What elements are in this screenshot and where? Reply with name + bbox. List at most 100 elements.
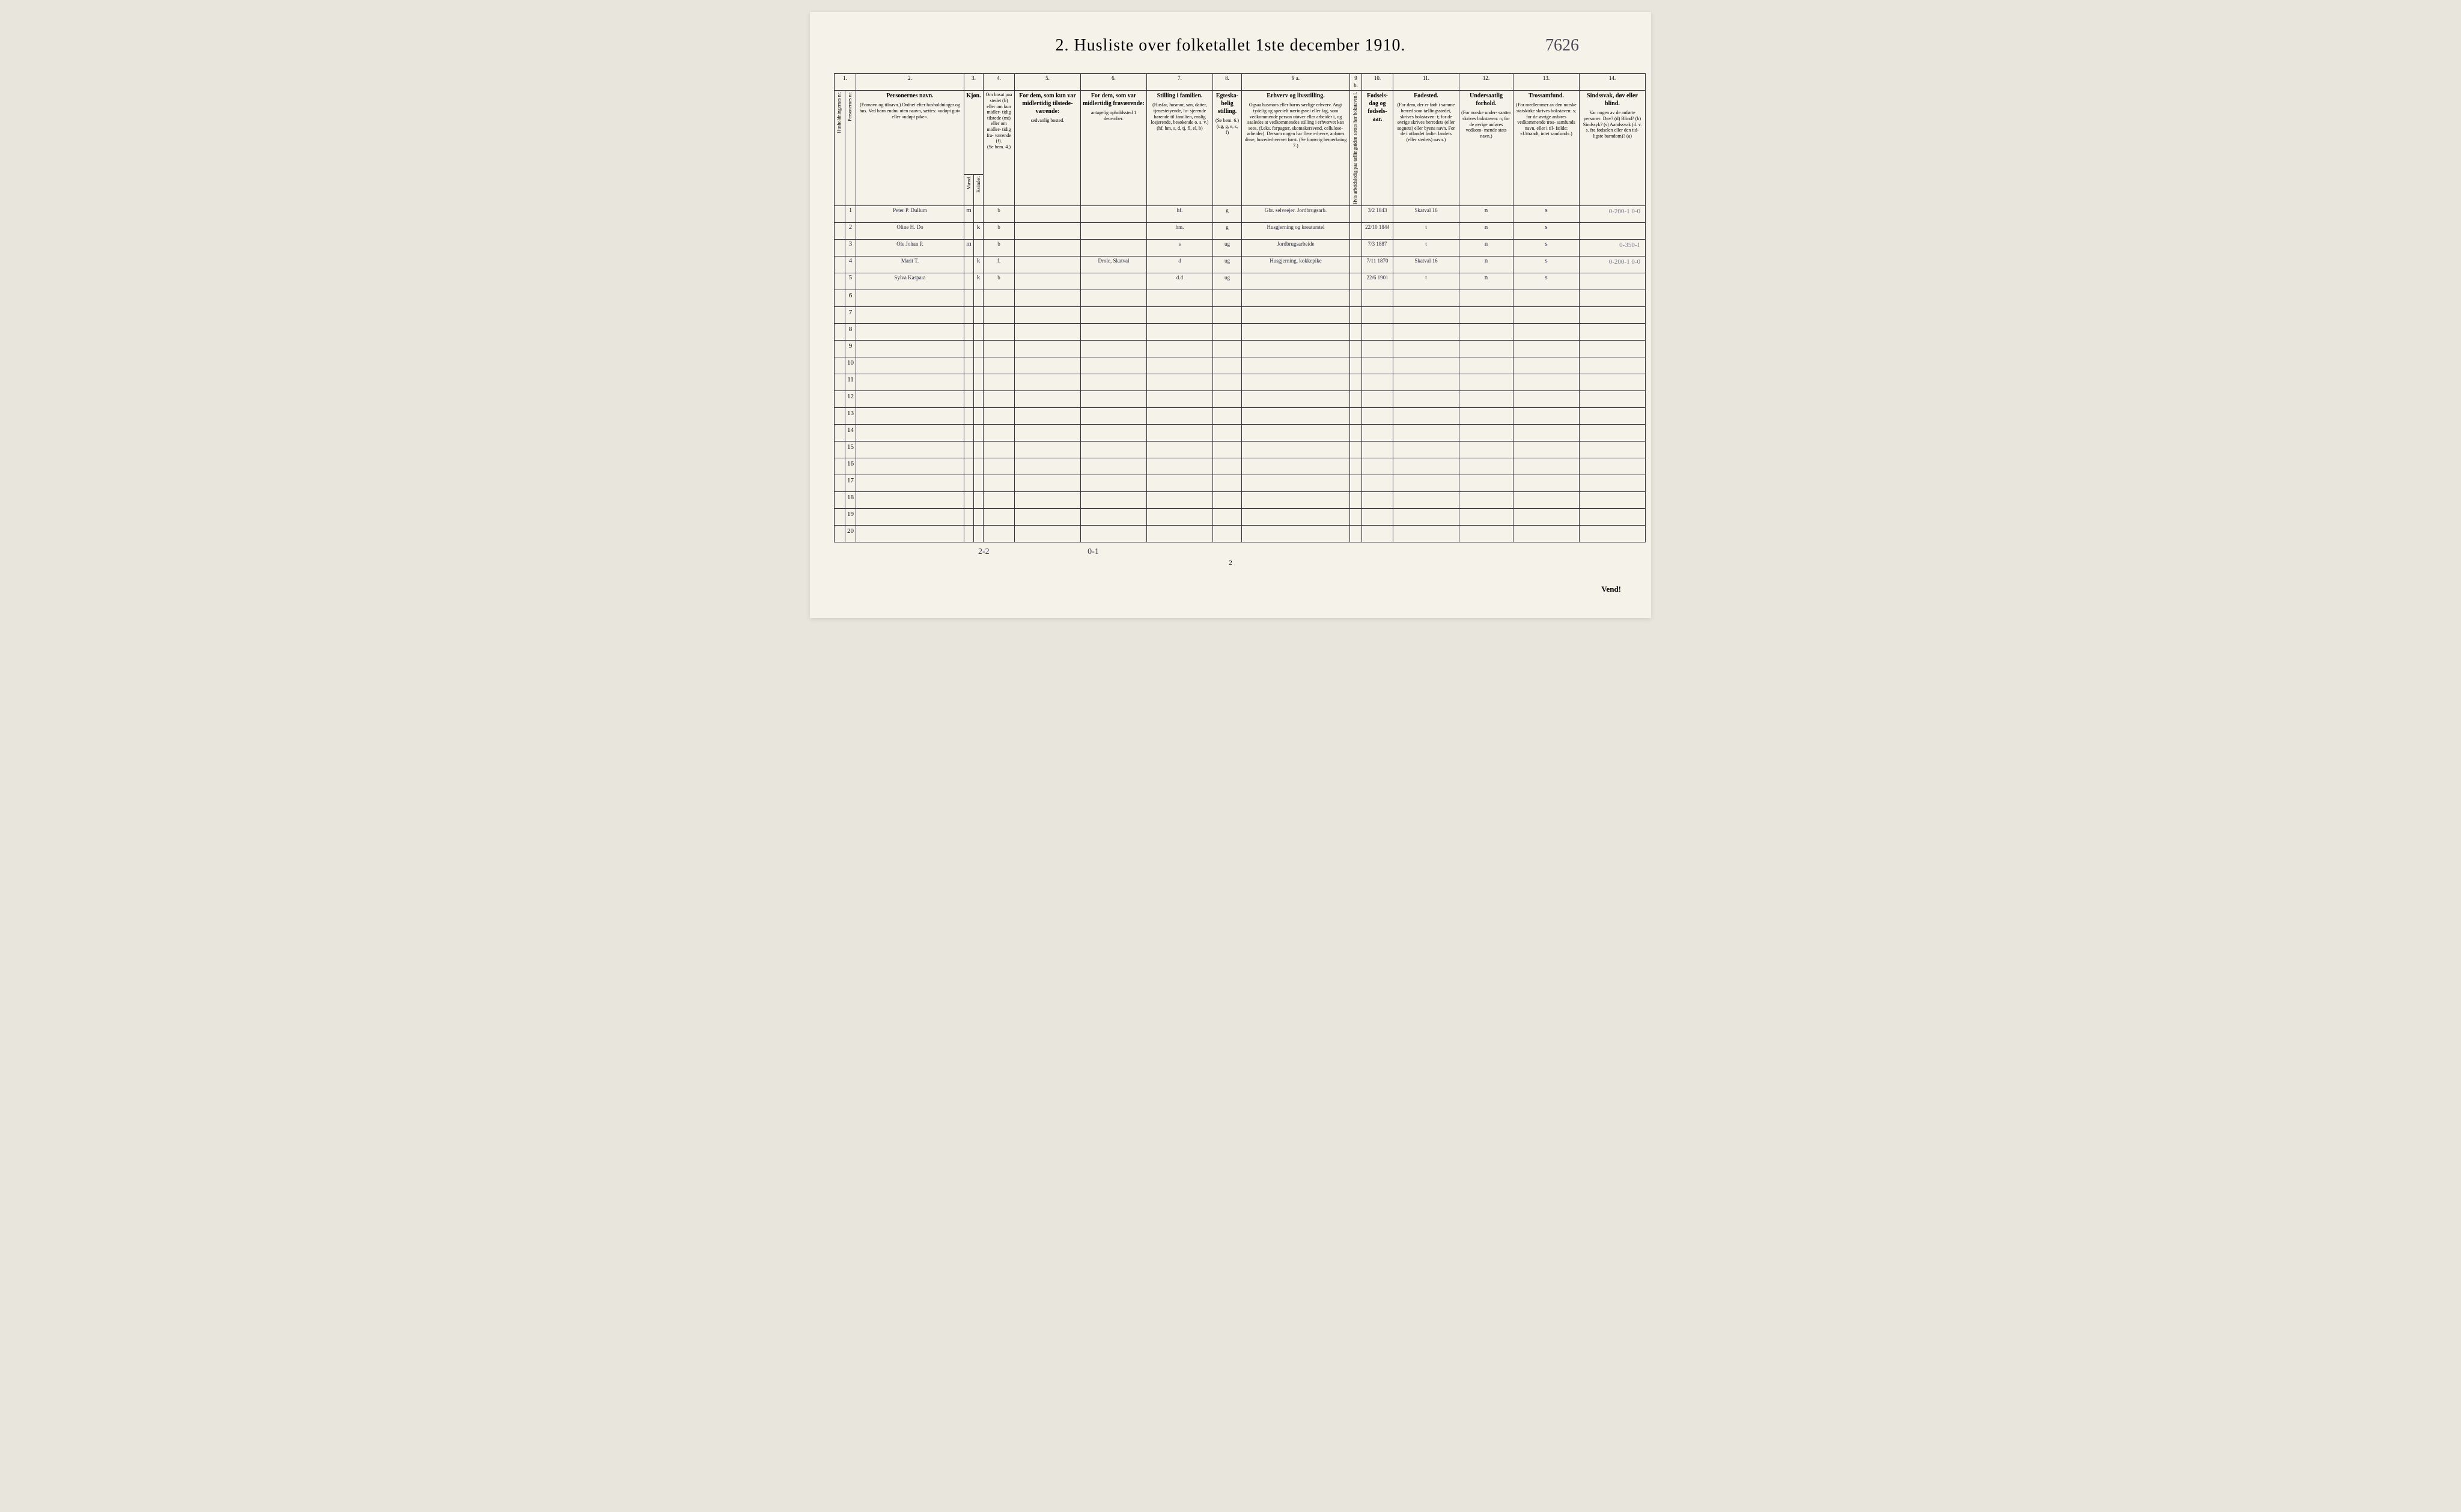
cell: [974, 206, 984, 223]
title-row: 2. Husliste over folketallet 1ste decemb…: [834, 36, 1627, 55]
cell: b: [984, 240, 1015, 257]
cell: [1580, 341, 1646, 357]
cell: [1081, 240, 1147, 257]
cell: k: [974, 223, 984, 240]
table-row: 12: [835, 391, 1646, 408]
cell: 7/3 1887: [1362, 240, 1393, 257]
cell: [856, 526, 964, 542]
cell: 16: [845, 458, 856, 475]
hdr-trossamfund: Trossamfund. (For medlemmer av den norsk…: [1513, 91, 1580, 206]
cell: [835, 425, 845, 442]
table-row: 17: [835, 475, 1646, 492]
cell: n: [1459, 240, 1513, 257]
cell: [974, 290, 984, 307]
cell: [1081, 391, 1147, 408]
cell: [1513, 475, 1580, 492]
cell: [1393, 509, 1459, 526]
cell: [1213, 374, 1242, 391]
cell: [856, 425, 964, 442]
cell: [1015, 509, 1081, 526]
cell: [1513, 374, 1580, 391]
col-num-14: 14.: [1580, 74, 1646, 91]
cell: [974, 240, 984, 257]
table-row: 5Sylva Kasparakbd.dug22/6 1901tns: [835, 273, 1646, 290]
cell: [1081, 442, 1147, 458]
cell: [974, 408, 984, 425]
cell: [835, 257, 845, 273]
cell: [984, 425, 1015, 442]
cell: [835, 240, 845, 257]
cell: [1513, 509, 1580, 526]
cell: [1081, 223, 1147, 240]
cell: m: [964, 240, 974, 257]
cell: [1350, 223, 1362, 240]
cell: [1393, 307, 1459, 324]
cell: g: [1213, 223, 1242, 240]
cell: [1147, 391, 1213, 408]
cell: [1081, 526, 1147, 542]
cell: 7/11 1870: [1362, 257, 1393, 273]
cell: [1513, 408, 1580, 425]
cell: [974, 374, 984, 391]
cell: [984, 307, 1015, 324]
cell: 0-350-1: [1580, 240, 1646, 257]
cell: t: [1393, 223, 1459, 240]
cell: Oline H. Do: [856, 223, 964, 240]
cell: [964, 307, 974, 324]
cell: [1015, 273, 1081, 290]
cell: [1213, 509, 1242, 526]
cell: [1242, 442, 1350, 458]
census-page: 2. Husliste over folketallet 1ste decemb…: [810, 12, 1651, 618]
cell: [1580, 526, 1646, 542]
cell: [1362, 391, 1393, 408]
cell: 0-200-1 0-0: [1580, 206, 1646, 223]
cell: [1393, 290, 1459, 307]
cell: [1213, 492, 1242, 509]
cell: [1393, 374, 1459, 391]
cell: [1015, 492, 1081, 509]
cell: [835, 206, 845, 223]
cell: [1242, 307, 1350, 324]
cell: [1350, 475, 1362, 492]
cell: [1242, 425, 1350, 442]
col-num-10: 10.: [1362, 74, 1393, 91]
table-row: 20: [835, 526, 1646, 542]
cell: [964, 357, 974, 374]
cell: [1350, 341, 1362, 357]
bottom-notes: 2-2 0-1: [834, 547, 1627, 557]
cell: 9: [845, 341, 856, 357]
cell: [1015, 357, 1081, 374]
hdr-undersaatlig: Undersaatlig forhold. (For norske under-…: [1459, 91, 1513, 206]
hdr-sindssvak: Sindssvak, døv eller blind. Var nogen av…: [1580, 91, 1646, 206]
cell: [856, 391, 964, 408]
cell: 4: [845, 257, 856, 273]
cell: [1513, 357, 1580, 374]
cell: [1362, 408, 1393, 425]
cell: [1242, 509, 1350, 526]
cell: [1362, 442, 1393, 458]
cell: [856, 475, 964, 492]
cell: Gbr. selveejer. Jordbrugsarb.: [1242, 206, 1350, 223]
cell: [1459, 526, 1513, 542]
cell: [1580, 290, 1646, 307]
cell: [1242, 374, 1350, 391]
cell: [1147, 442, 1213, 458]
cell: [1393, 357, 1459, 374]
cell: [974, 307, 984, 324]
cell: [1015, 257, 1081, 273]
cell: [835, 442, 845, 458]
cell: [964, 257, 974, 273]
cell: ug: [1213, 240, 1242, 257]
margin-note: 0-200-1 0-0: [1609, 258, 1640, 266]
cell: Skatval 16: [1393, 257, 1459, 273]
cell: [1081, 492, 1147, 509]
cell: [1350, 257, 1362, 273]
cell: [974, 442, 984, 458]
table-row: 19: [835, 509, 1646, 526]
cell: 10: [845, 357, 856, 374]
table-row: 13: [835, 408, 1646, 425]
cell: k: [974, 273, 984, 290]
cell: [1459, 324, 1513, 341]
hdr-arbeidsledig: Hvis arbeidsledig paa tællingstiden sætt…: [1350, 91, 1362, 206]
hdr-fravaerende: For dem, som var midlertidig fraværende:…: [1081, 91, 1147, 206]
